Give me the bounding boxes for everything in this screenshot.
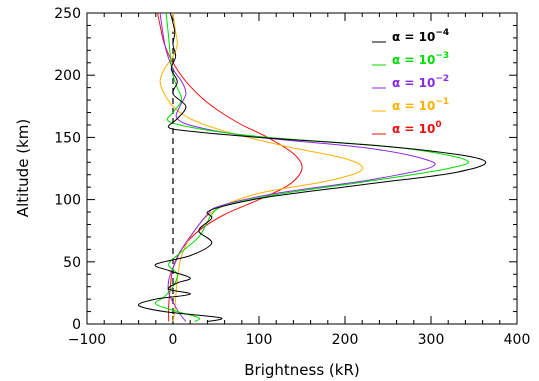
y-tick-label: 100 xyxy=(54,193,81,209)
legend-label: α = 100 xyxy=(392,120,442,136)
y-tick-label: 150 xyxy=(54,130,81,146)
x-tick-label: 0 xyxy=(169,332,178,348)
y-tick-label: 0 xyxy=(72,317,81,333)
series-line-2 xyxy=(159,13,436,322)
legend-label: α = 10−2 xyxy=(392,74,449,90)
y-tick-label: 200 xyxy=(54,68,81,84)
series-line-3 xyxy=(159,13,364,322)
x-tick-label: 200 xyxy=(332,332,359,348)
legend-label: α = 10−3 xyxy=(392,51,449,67)
legend-label: α = 10−1 xyxy=(392,97,449,113)
axis-ticks xyxy=(86,12,518,325)
x-tick-label: 400 xyxy=(504,332,531,348)
series-group xyxy=(138,13,487,322)
series-line-4 xyxy=(157,13,303,322)
x-axis-title: Brightness (kR) xyxy=(244,361,359,379)
y-tick-label: 250 xyxy=(54,6,81,22)
series-line-0 xyxy=(138,13,487,322)
legend: α = 10−4 α = 10−3 α = 10−2 α = 10−1 α = 100 xyxy=(372,28,449,136)
y-tick-label: 50 xyxy=(63,255,81,271)
x-tick-label: 100 xyxy=(246,332,273,348)
legend-label: α = 10−4 xyxy=(392,28,449,44)
x-tick-label: −100 xyxy=(68,332,106,348)
y-axis-title: Altitude (km) xyxy=(14,119,32,217)
plot-frame xyxy=(86,12,518,325)
x-tick-label: 300 xyxy=(418,332,445,348)
